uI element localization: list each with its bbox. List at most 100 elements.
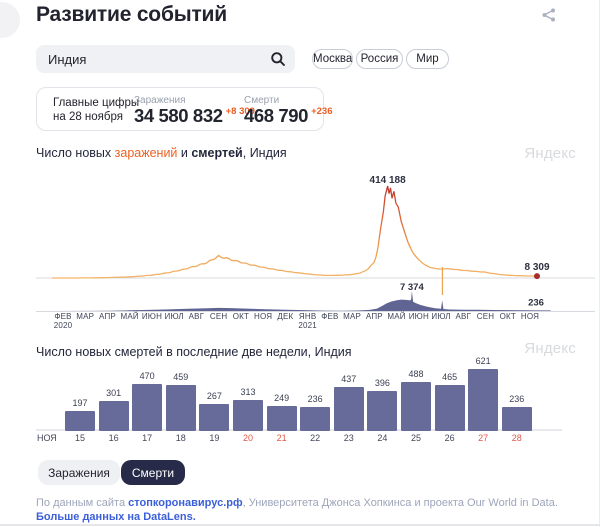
bar [266, 406, 297, 431]
share-button[interactable] [538, 5, 560, 27]
day-label: 26 [444, 433, 455, 443]
x-tick: СЕН [476, 312, 495, 321]
bar-value-label: 470 [139, 371, 155, 381]
tab-deaths[interactable]: Смерти [121, 460, 185, 485]
bar-value-label: 236 [307, 394, 323, 404]
bar-value-label: 465 [442, 372, 458, 382]
day-label: 17 [142, 433, 153, 443]
bar-value-label: 313 [240, 387, 256, 397]
day-label: 23 [343, 433, 354, 443]
key-figures-card: Главные цифры на 28 ноября Заражения 34 … [36, 87, 332, 131]
x-tick: ИЮН [141, 312, 163, 321]
x-tick: ИЮЛ [431, 312, 451, 321]
region-button-moscow[interactable]: Москва [312, 49, 353, 69]
x-tick: ФЕВ [321, 312, 339, 321]
x-tick: АВГ [188, 312, 205, 321]
x-tick: МАР [76, 312, 95, 321]
tab-infections[interactable]: Заражения [38, 460, 120, 485]
share-icon [541, 8, 557, 26]
x-tick: ИЮЛ [164, 312, 184, 321]
infections-end-label: 8 309 [524, 262, 549, 273]
x-tick: НОЯ [254, 312, 273, 321]
bar [98, 401, 129, 431]
day-label: 15 [74, 433, 85, 443]
main-chart-title: Число новых заражений и смертей, Индия [36, 146, 287, 160]
bar-value-label: 197 [72, 398, 88, 408]
edge-decoration [0, 2, 20, 38]
bar-value-label: 236 [509, 394, 525, 404]
stat-deaths-delta: +236 [311, 106, 333, 117]
infections-end-dot [534, 273, 540, 280]
day-label: 22 [310, 433, 321, 443]
bar-value-label: 459 [173, 372, 189, 382]
x-tick: ОКТ [499, 312, 516, 321]
day-label: 25 [410, 433, 421, 443]
link-datalens[interactable]: Больше данных на DataLens. [36, 510, 196, 523]
day-label: 28 [511, 433, 522, 443]
bar [333, 387, 364, 431]
x-tick: ЯНВ 2021 [298, 312, 317, 330]
bar [199, 404, 230, 431]
x-tick: ДЕК [277, 312, 294, 321]
key-figures-title: Главные цифры на 28 ноября [53, 97, 140, 123]
yandex-watermark: Яндекс [524, 340, 576, 357]
day-label: 24 [377, 433, 388, 443]
bar [468, 369, 499, 431]
bar [233, 400, 263, 431]
bar [65, 411, 95, 431]
day-label: 19 [209, 433, 220, 443]
x-tick: ОКТ [232, 312, 250, 321]
bar-value-label: 621 [475, 356, 491, 366]
bar-chart-month-label: НОЯ [37, 433, 57, 443]
x-tick: МАР [343, 312, 362, 321]
bar [367, 391, 398, 431]
x-tick: АВГ [455, 312, 472, 321]
bar [401, 382, 431, 431]
day-label: 21 [276, 433, 287, 443]
sources-footer: По данным сайта стопкоронавирус.рф, Унив… [36, 497, 558, 523]
x-tick: АПР [365, 312, 383, 321]
day-label: 16 [108, 433, 119, 443]
x-tick: АПР [99, 312, 116, 321]
day-label: 18 [175, 433, 186, 443]
x-tick: СЕН [209, 312, 228, 321]
bar-value-label: 488 [408, 369, 424, 379]
bar-value-label: 301 [106, 388, 122, 398]
link-stopcoronavirus[interactable]: стопкоронавирус.рф [128, 497, 243, 509]
deaths-peak-label: 7 374 [400, 282, 424, 293]
stat-deaths-value: 468 790 +236 [244, 105, 333, 126]
search-icon[interactable] [270, 51, 286, 72]
infections-peak-label: 414 188 [370, 175, 407, 186]
x-tick: МАЙ [120, 312, 139, 321]
bar [434, 385, 465, 431]
bar [300, 407, 331, 431]
bar [165, 385, 196, 431]
x-tick: НОЯ [520, 312, 540, 321]
search-input[interactable] [48, 45, 263, 73]
page-title: Развитие событий [36, 3, 227, 26]
region-button-world[interactable]: Мир [406, 49, 449, 69]
deaths-area [52, 291, 551, 311]
day-label: 27 [478, 433, 489, 443]
x-tick: ФЕВ 2020 [53, 312, 73, 330]
yandex-watermark: Яндекс [524, 145, 576, 162]
region-button-russia[interactable]: Россия [356, 49, 403, 69]
x-tick: ИЮН [408, 312, 429, 321]
day-label: 20 [242, 433, 253, 443]
bar-value-label: 267 [206, 391, 222, 401]
bar [501, 407, 532, 431]
bar-chart-baseline [36, 428, 562, 431]
bar-value-label: 437 [341, 374, 357, 384]
bottom-divider [0, 524, 600, 526]
stat-deaths-label: Смерти [244, 95, 280, 106]
bar-value-label: 249 [274, 393, 290, 403]
bar [132, 384, 163, 431]
stat-infections-delta: +8 309 [225, 106, 255, 117]
search-input-wrapper [36, 45, 295, 73]
x-tick: МАЙ [387, 312, 406, 321]
stat-infections-label: Заражения [134, 95, 186, 106]
deaths-end-label: 236 [528, 298, 544, 309]
bar-value-label: 396 [374, 378, 390, 388]
infections-line [52, 185, 537, 279]
